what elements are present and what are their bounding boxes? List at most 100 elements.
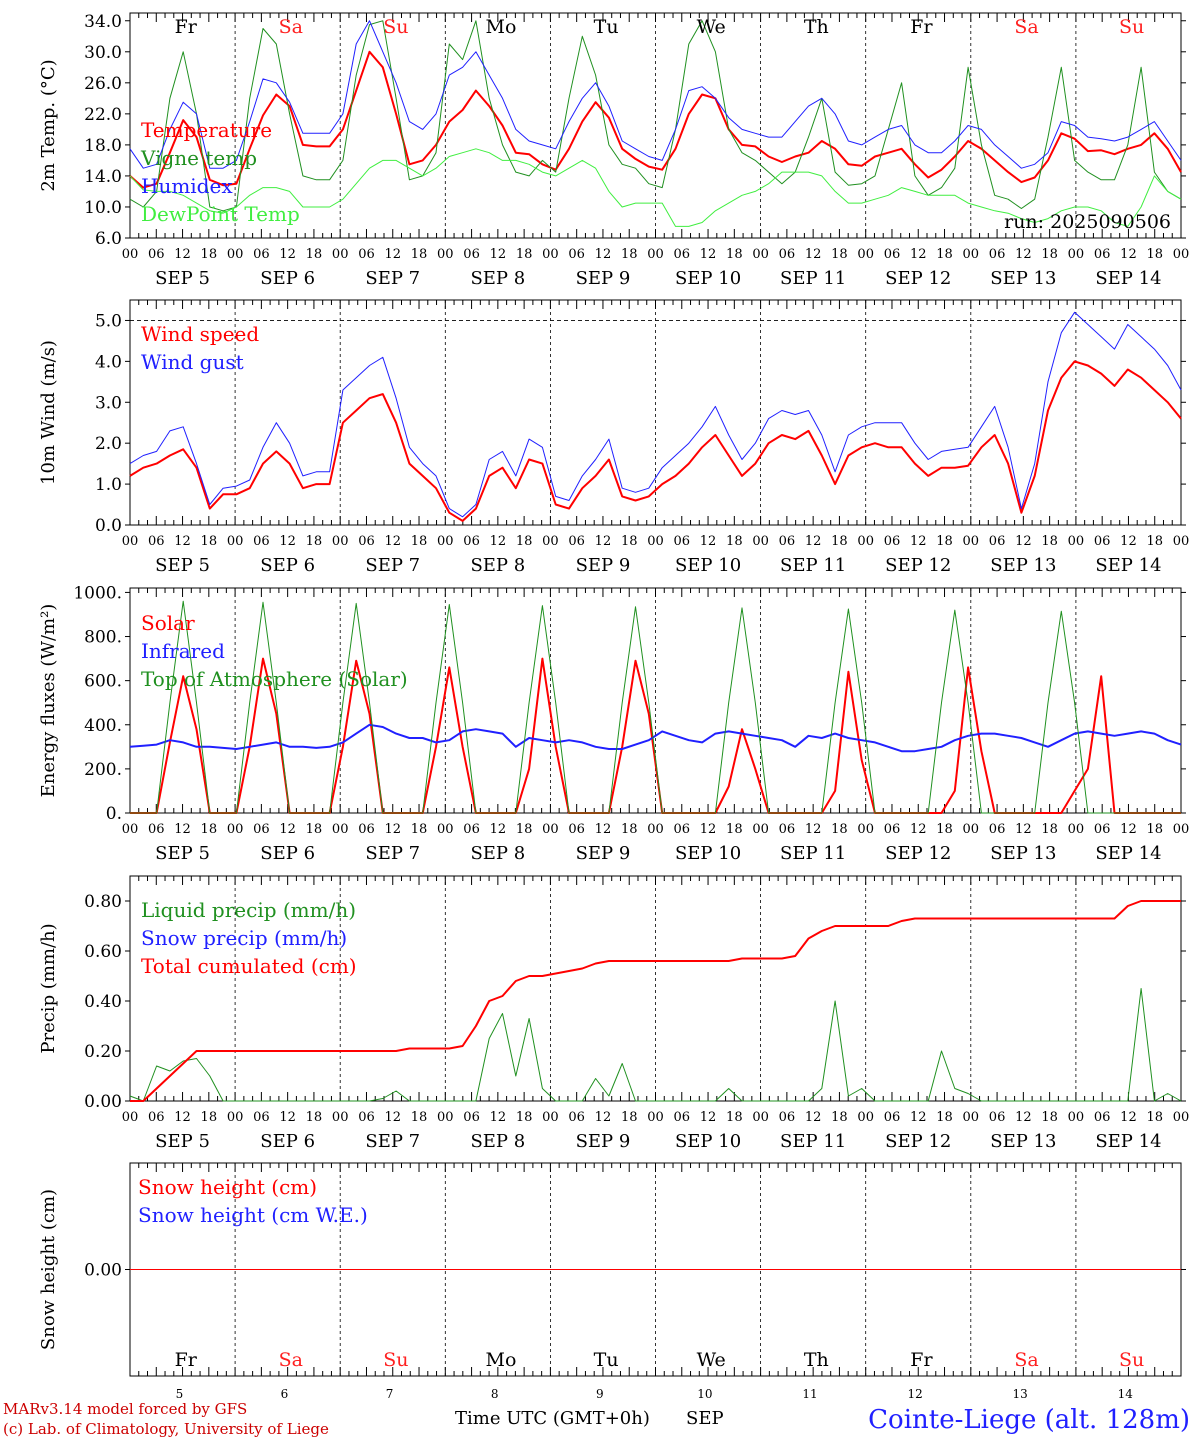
plot-frame: [129, 587, 1182, 814]
hour-label: 12: [174, 1110, 191, 1125]
hour-label: 06: [674, 822, 691, 837]
hour-label: 00: [1173, 534, 1190, 549]
series-line: [129, 988, 1182, 1102]
y-tick-label: 30.0: [84, 43, 122, 63]
hour-label: 18: [936, 247, 953, 262]
hour-label: 00: [437, 247, 454, 262]
hour-label: 00: [437, 1110, 454, 1125]
hour-label: 06: [358, 247, 375, 262]
legend-entry: DewPoint Temp: [141, 202, 300, 226]
date-label: SEP 5: [155, 268, 210, 289]
hour-label: 00: [122, 247, 139, 262]
date-label: SEP 13: [990, 268, 1056, 289]
hour-label: 00: [963, 1110, 980, 1125]
hour-label: 18: [621, 822, 638, 837]
hour-label: 00: [1173, 247, 1190, 262]
hour-label: 00: [437, 822, 454, 837]
date-label: SEP 11: [780, 1131, 846, 1152]
hour-label: 12: [279, 822, 296, 837]
y-tick-label: 2.0: [95, 434, 122, 454]
date-label: SEP 14: [1095, 1131, 1161, 1152]
hour-label: 06: [463, 534, 480, 549]
legend-entry: Solar: [141, 611, 195, 635]
hour-label: 06: [463, 1110, 480, 1125]
hour-label: 00: [647, 247, 664, 262]
hour-label: 06: [463, 247, 480, 262]
date-label: SEP 7: [365, 843, 420, 864]
hour-label: 00: [857, 1110, 874, 1125]
hour-label: 06: [358, 534, 375, 549]
y-tick-label: 0.00: [84, 1261, 122, 1281]
series-line: [129, 360, 1182, 522]
hour-label: 12: [1120, 247, 1137, 262]
day-name: Sa: [1014, 16, 1038, 38]
date-label: SEP 11: [780, 555, 846, 576]
hour-label: 06: [779, 534, 796, 549]
hour-label: 00: [227, 247, 244, 262]
hour-label: 00: [1068, 1110, 1085, 1125]
y-tick-label: 0.: [106, 804, 122, 824]
hour-label: 06: [1094, 534, 1111, 549]
hour-label: 06: [989, 1110, 1006, 1125]
hour-label: 00: [122, 822, 139, 837]
y-tick-label: 34.0: [84, 12, 122, 32]
model-line: MARv3.14 model forced by GFS: [3, 1400, 247, 1418]
hour-label: 12: [279, 247, 296, 262]
date-label: SEP 10: [675, 555, 741, 576]
hour-label: 18: [1146, 822, 1163, 837]
hour-label: 06: [989, 822, 1006, 837]
day-date: 14: [1118, 1387, 1134, 1401]
date-label: SEP 8: [470, 1131, 525, 1152]
hour-label: 18: [1146, 1110, 1163, 1125]
hour-label: 18: [936, 534, 953, 549]
day-name: Su: [383, 1349, 408, 1371]
hour-label: 00: [752, 247, 769, 262]
hour-label: 18: [831, 822, 848, 837]
hour-label: 00: [542, 247, 559, 262]
day-name: Fr: [910, 16, 933, 38]
hour-label: 18: [201, 822, 218, 837]
hour-label: 00: [963, 534, 980, 549]
hour-label: 12: [1015, 534, 1032, 549]
hour-label: 12: [595, 247, 612, 262]
hour-label: 06: [989, 247, 1006, 262]
hour-label: 00: [857, 247, 874, 262]
day-name: Sa: [279, 16, 303, 38]
day-name: Su: [1119, 1349, 1144, 1371]
hour-label: 18: [306, 1110, 323, 1125]
date-label: SEP 5: [155, 555, 210, 576]
legend-entry: Total cumulated (cm): [141, 954, 357, 978]
hour-label: 00: [332, 822, 349, 837]
footer: MARv3.14 model forced by GFS (c) Lab. of…: [3, 1400, 1190, 1438]
day-name: Th: [804, 16, 829, 38]
series-line: [129, 20, 1182, 169]
day-name: Mo: [486, 1349, 517, 1371]
hour-label: 12: [1120, 534, 1137, 549]
hour-label: 06: [989, 534, 1006, 549]
date-label: SEP 14: [1095, 268, 1161, 289]
series-line: [130, 600, 1181, 814]
hour-label: 18: [621, 247, 638, 262]
date-label: SEP 8: [470, 843, 525, 864]
hour-label: 12: [490, 1110, 507, 1125]
hour-label: 18: [1041, 822, 1058, 837]
y-tick-label: 1000.: [73, 583, 122, 603]
hour-label: 06: [884, 247, 901, 262]
hour-label: 12: [805, 1110, 822, 1125]
hour-label: 18: [516, 534, 533, 549]
hour-label: 06: [1094, 247, 1111, 262]
hour-label: 00: [963, 247, 980, 262]
hour-label: 18: [516, 1110, 533, 1125]
date-label: SEP 12: [885, 1131, 951, 1152]
date-label: SEP 10: [675, 1131, 741, 1152]
hour-label: 18: [306, 247, 323, 262]
hour-label: 06: [674, 534, 691, 549]
hour-label: 18: [726, 247, 743, 262]
hour-label: 06: [568, 1110, 585, 1125]
day-name: Th: [804, 1349, 829, 1371]
date-label: SEP 9: [576, 268, 631, 289]
hour-label: 12: [910, 1110, 927, 1125]
legend-entry: Snow height (cm W.E.): [138, 1203, 368, 1227]
hour-label: 00: [963, 822, 980, 837]
